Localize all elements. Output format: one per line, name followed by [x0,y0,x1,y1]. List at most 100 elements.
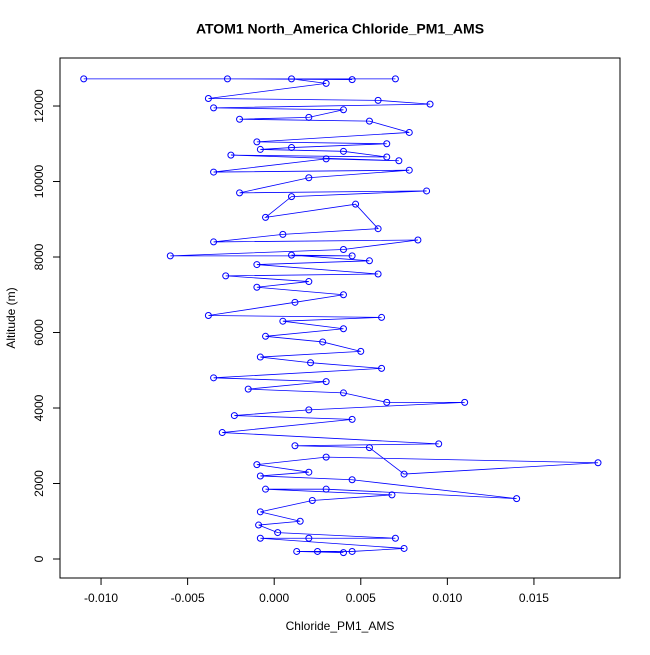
data-point [339,245,347,253]
data-point [230,412,238,420]
data-point [374,270,382,278]
data-point [279,317,287,325]
data-point [262,213,270,221]
data-point [210,168,218,176]
data-point [255,521,263,529]
data-point [339,389,347,397]
data-point [279,230,287,238]
data-point [253,461,261,469]
data-point [293,547,301,555]
data-point [236,115,244,123]
data-point [253,138,261,146]
data-point [339,291,347,299]
data-point [288,251,296,259]
chart-title: ATOM1 North_America Chloride_PM1_AMS [196,21,484,37]
data-point [256,508,264,516]
data-point [288,193,296,201]
data-point [80,75,88,83]
x-tick-label: 0.015 [519,591,549,605]
x-tick-label: -0.010 [84,591,118,605]
data-point [262,332,270,340]
data-point [296,517,304,525]
data-point [305,113,313,121]
data-point [339,549,347,557]
data-point [274,529,282,537]
data-point [339,147,347,155]
y-tick-label: 4000 [32,394,46,421]
data-point [357,347,365,355]
data-point [405,128,413,136]
data-point [374,225,382,233]
data-point [423,187,431,195]
x-tick-label: 0.005 [346,591,376,605]
data-point [218,429,226,437]
data-line [83,78,599,553]
y-tick-label: 8000 [32,243,46,270]
data-point [256,353,264,361]
data-point [319,338,327,346]
data-point [378,364,386,372]
data-point [374,96,382,104]
y-tick-label: 0 [32,555,46,562]
data-point [322,453,330,461]
x-axis-label: Chloride_PM1_AMS [286,619,395,633]
data-point [253,283,261,291]
data-point [262,485,270,493]
data-point [348,415,356,423]
data-point [305,174,313,182]
data-point [253,261,261,269]
data-point [513,495,521,503]
data-point [210,238,218,246]
data-point [305,406,313,414]
data-point [339,106,347,114]
data-point [391,75,399,83]
data-point [365,444,373,452]
data-point [256,145,264,153]
data-point [322,485,330,493]
data-point [348,252,356,260]
data-point [204,94,212,102]
data-point [305,278,313,286]
data-point [594,459,602,467]
data-point [166,252,174,260]
data-point [210,104,218,112]
data-point [414,236,422,244]
y-tick-label: 2000 [32,470,46,497]
data-point [348,547,356,555]
data-point [305,468,313,476]
data-point [383,140,391,148]
data-point [378,313,386,321]
data-point [305,534,313,542]
data-point [435,440,443,448]
data-point [405,166,413,174]
y-tick-label: 10000 [32,165,46,199]
data-point [395,157,403,165]
data-point [391,534,399,542]
data-point [244,385,252,393]
data-point [223,75,231,83]
data-point [322,79,330,87]
x-tick-label: -0.005 [171,591,205,605]
data-point [365,257,373,265]
data-point [291,298,299,306]
data-point [256,534,264,542]
data-point [339,325,347,333]
data-point [236,189,244,197]
data-point [288,144,296,152]
data-point [461,398,469,406]
data-point [291,442,299,450]
data-point [313,547,321,555]
data-point [383,153,391,161]
x-tick-label: 0.010 [432,591,462,605]
data-point [348,76,356,84]
y-axis-label: Altitude (m) [4,287,18,348]
data-point [204,312,212,320]
data-point [348,476,356,484]
data-point [383,398,391,406]
data-point [227,151,235,159]
data-point [322,378,330,386]
data-point [365,117,373,125]
y-tick-label: 6000 [32,319,46,346]
